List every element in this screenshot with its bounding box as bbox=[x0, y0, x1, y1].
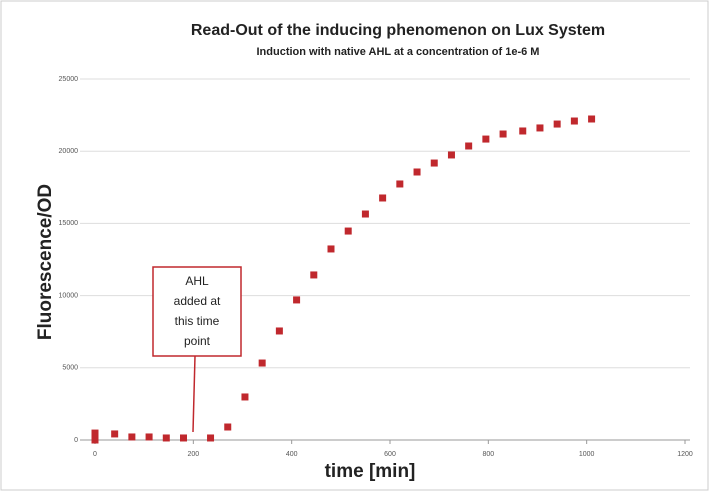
annotation-text: added at bbox=[174, 294, 221, 308]
y-tick-label: 25000 bbox=[59, 76, 79, 83]
x-axis-label: time [min] bbox=[325, 461, 416, 482]
point bbox=[128, 433, 136, 441]
point bbox=[553, 120, 561, 128]
point bbox=[482, 135, 490, 143]
point bbox=[310, 271, 318, 279]
x-tick-label: 200 bbox=[187, 451, 199, 458]
point bbox=[111, 430, 119, 438]
y-tick-label: 15000 bbox=[59, 220, 79, 227]
point bbox=[258, 359, 266, 367]
y-tick-label: 20000 bbox=[59, 148, 79, 155]
point bbox=[396, 180, 404, 188]
chart-subtitle: Induction with native AHL at a concentra… bbox=[257, 46, 540, 58]
point bbox=[570, 117, 578, 125]
point bbox=[91, 436, 99, 444]
annotation-text: AHL bbox=[185, 274, 209, 288]
point bbox=[207, 434, 215, 442]
point bbox=[499, 130, 507, 138]
point bbox=[180, 434, 187, 442]
x-tick-label: 400 bbox=[286, 451, 298, 458]
annotation-text: this time bbox=[175, 314, 220, 328]
x-tick-label: 0 bbox=[93, 451, 97, 458]
y-tick-label: 0 bbox=[74, 437, 78, 444]
point bbox=[465, 142, 473, 150]
y-axis-label: Fluorescence/OD bbox=[35, 184, 56, 340]
chart-title: Read-Out of the inducing phenomenon on L… bbox=[191, 22, 605, 39]
point bbox=[275, 327, 283, 335]
x-tick-label: 1200 bbox=[677, 451, 693, 458]
point bbox=[145, 433, 153, 441]
point bbox=[162, 434, 170, 442]
annotation-text: point bbox=[184, 334, 211, 348]
point bbox=[327, 245, 335, 253]
point bbox=[344, 227, 352, 235]
point bbox=[413, 168, 421, 176]
y-tick-label: 5000 bbox=[62, 365, 78, 372]
x-tick-label: 800 bbox=[482, 451, 494, 458]
point bbox=[536, 124, 544, 132]
point bbox=[91, 429, 99, 437]
point bbox=[447, 151, 455, 159]
point bbox=[224, 423, 232, 431]
point bbox=[430, 159, 438, 167]
point bbox=[379, 194, 387, 202]
annotation-box bbox=[152, 266, 242, 357]
y-tick-label: 10000 bbox=[59, 292, 79, 299]
point bbox=[588, 115, 596, 123]
point bbox=[241, 393, 249, 401]
point bbox=[361, 210, 369, 218]
x-tick-label: 600 bbox=[384, 451, 396, 458]
point bbox=[293, 296, 301, 304]
point bbox=[519, 127, 527, 135]
x-tick-label: 1000 bbox=[579, 451, 595, 458]
annotation-pointer bbox=[192, 355, 196, 433]
